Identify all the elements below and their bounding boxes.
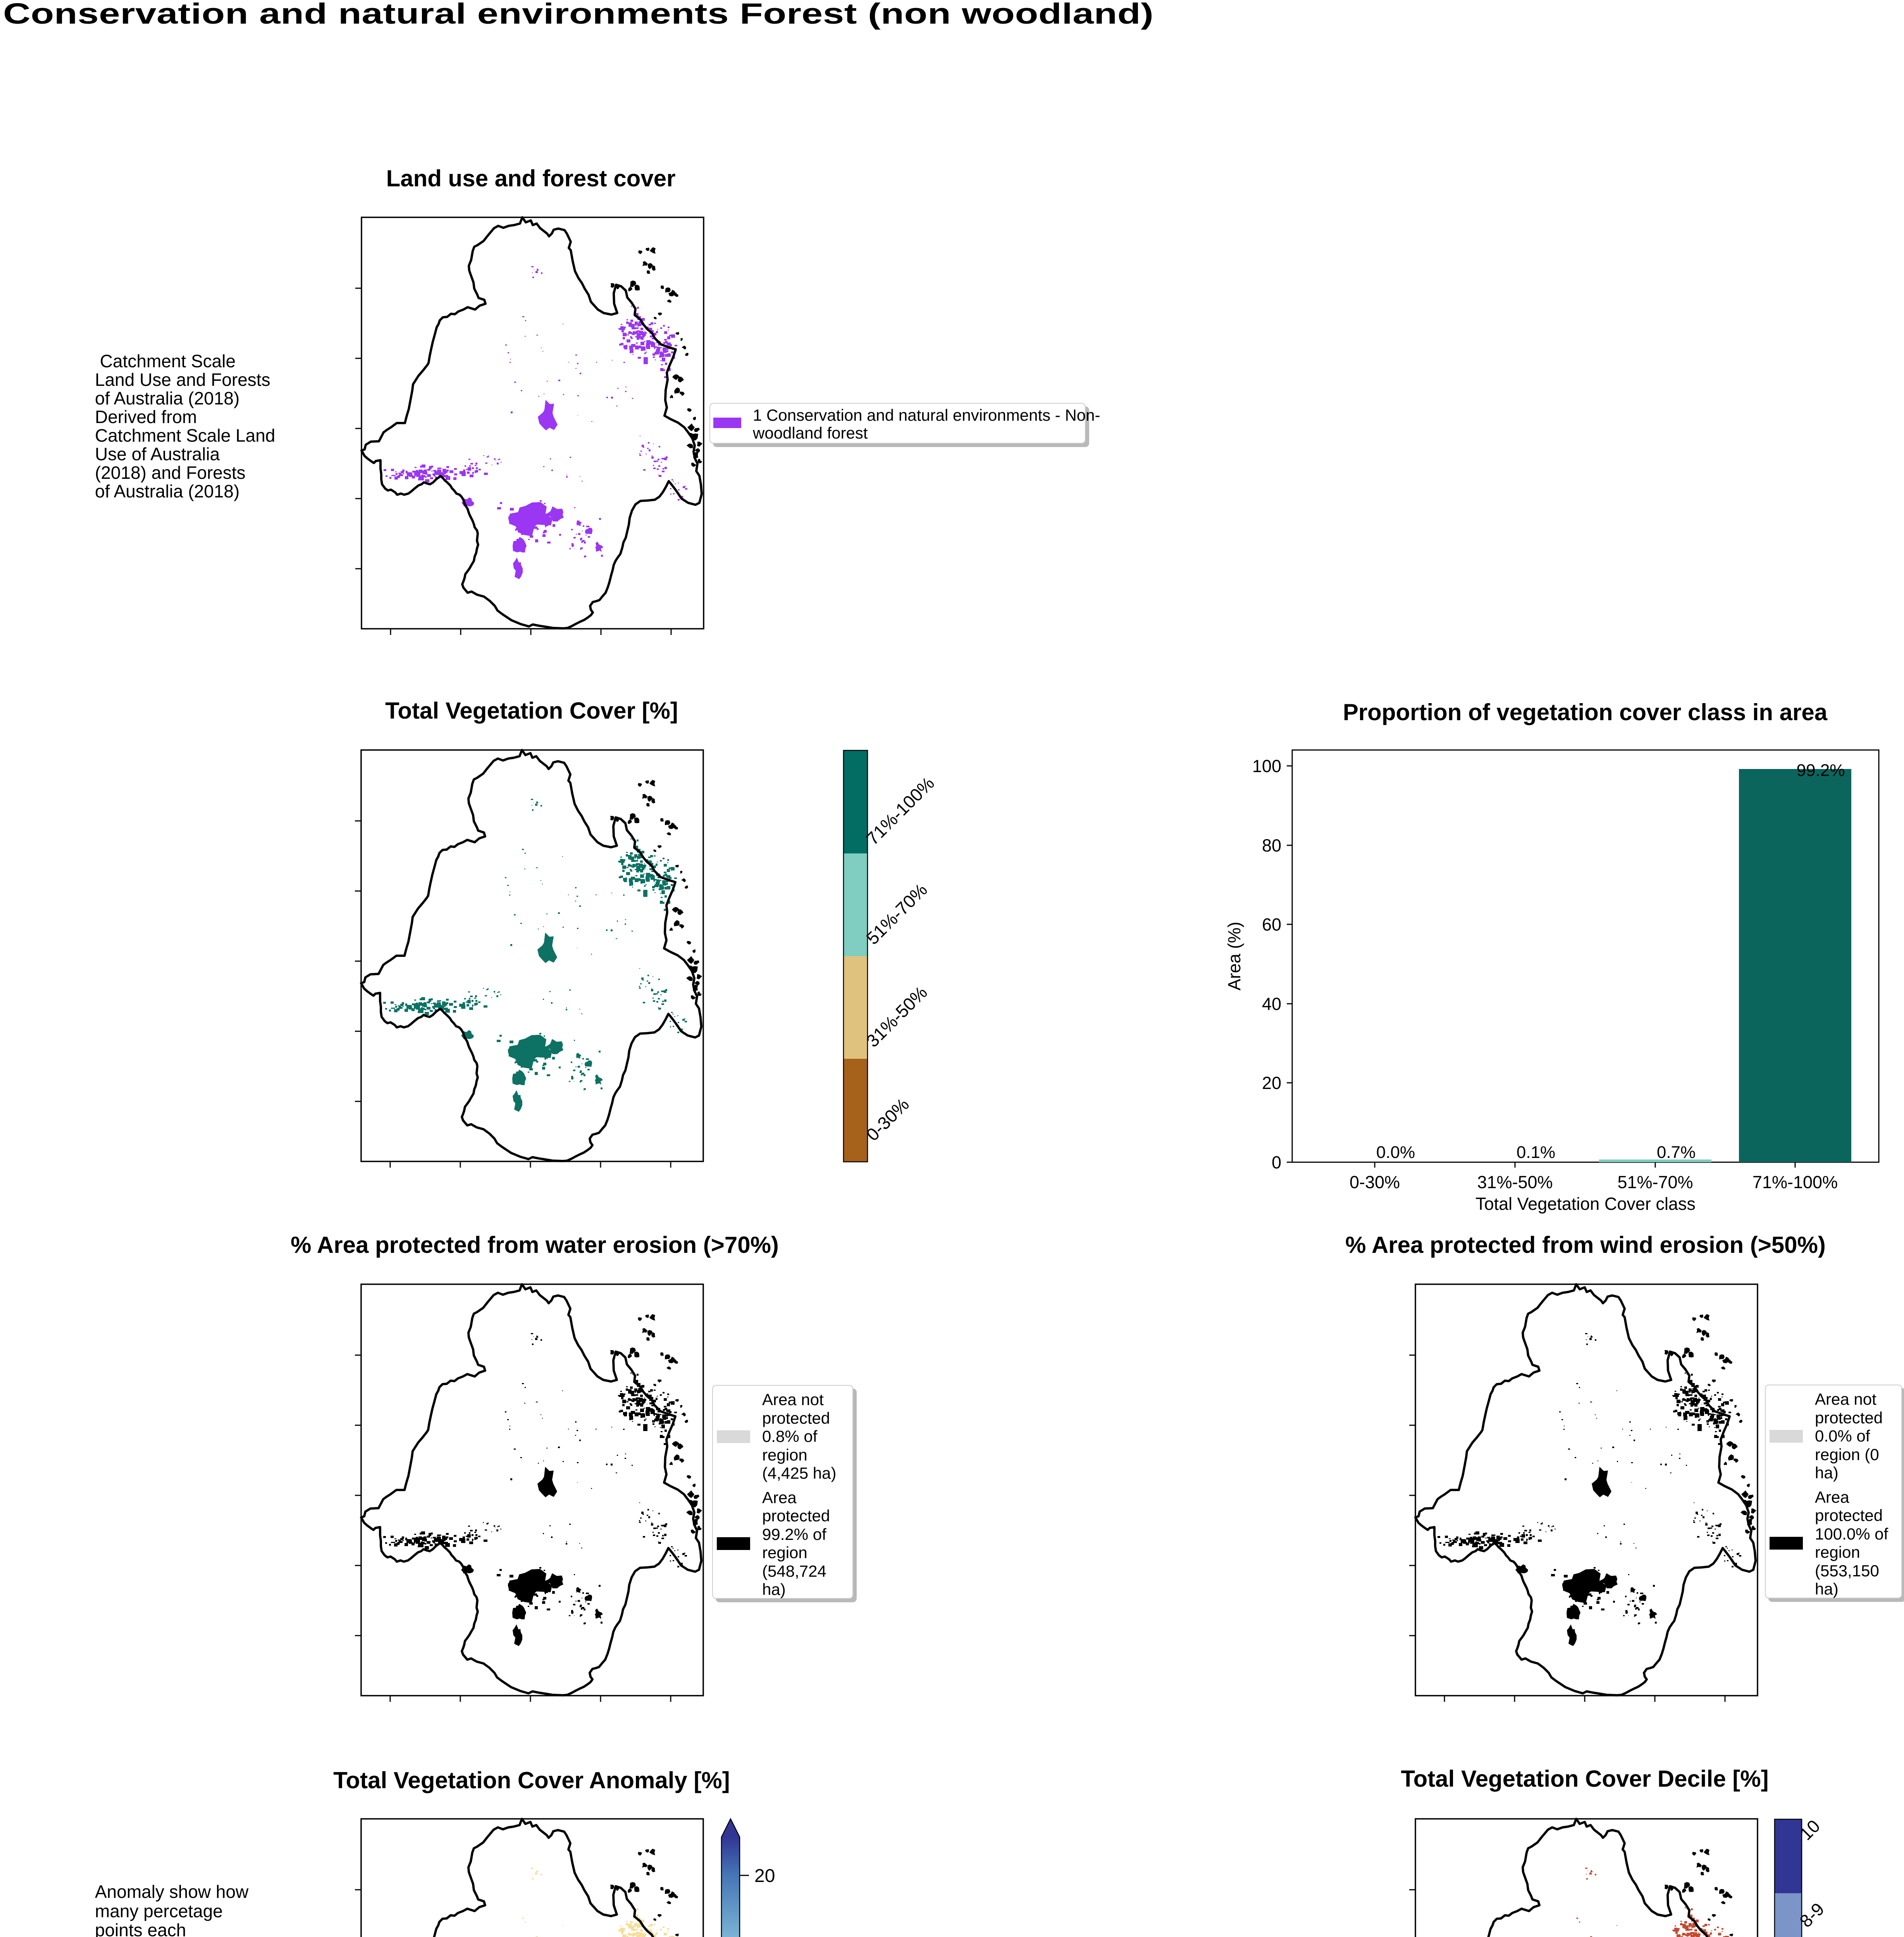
svg-text:60: 60 bbox=[1262, 915, 1281, 934]
svg-text:31%-50%: 31%-50% bbox=[862, 982, 931, 1051]
svg-text:20: 20 bbox=[754, 1866, 775, 1886]
svg-text:0-30%: 0-30% bbox=[862, 1094, 913, 1145]
svg-text:20: 20 bbox=[1262, 1073, 1281, 1093]
svg-text:40: 40 bbox=[1262, 994, 1281, 1014]
svg-text:80: 80 bbox=[1262, 836, 1281, 855]
svg-text:51%-70%: 51%-70% bbox=[862, 879, 931, 948]
svg-text:0: 0 bbox=[1272, 1153, 1281, 1172]
svg-text:100: 100 bbox=[1252, 756, 1281, 776]
svg-text:71%-100%: 71%-100% bbox=[862, 773, 938, 849]
